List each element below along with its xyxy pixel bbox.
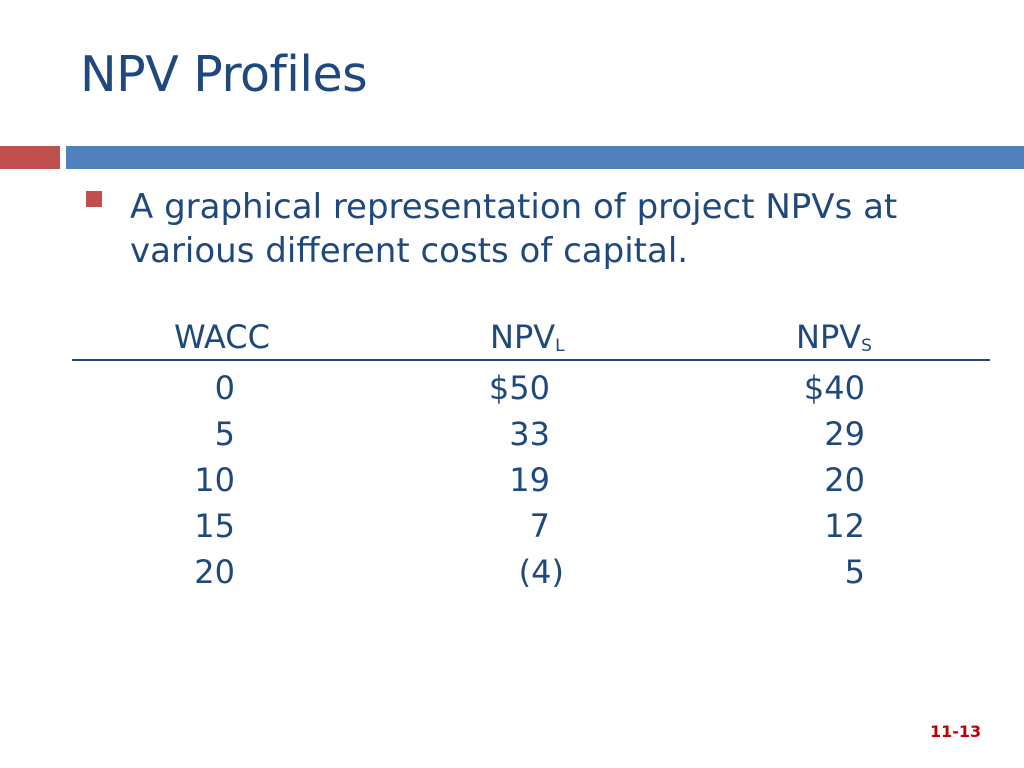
header-npv-l-sub: L	[555, 336, 565, 357]
table-cell-npv-l: 33	[509, 415, 550, 453]
header-npv-s: NPVS	[796, 321, 872, 355]
table-cell-npv-l: (4)	[518, 553, 564, 591]
title-rule-red	[0, 146, 60, 169]
table-cell-npv-s: $40	[803, 369, 865, 407]
slide-title: NPV Profiles	[80, 46, 368, 103]
table-cell-wacc: 5	[214, 415, 235, 453]
table-cell-npv-l: $50	[488, 369, 550, 407]
table-cell-npv-s: 5	[844, 553, 865, 591]
header-wacc: WACC	[174, 318, 270, 356]
bullet-text: A graphical representation of project NP…	[130, 187, 898, 271]
table-cell-wacc: 0	[214, 369, 235, 407]
table-cell-npv-s: 29	[824, 415, 865, 453]
table-cell-npv-s: 12	[824, 507, 865, 545]
table-cell-npv-s: 20	[824, 461, 865, 499]
header-npv-l: NPVL	[490, 321, 565, 355]
header-npv-s-sub: S	[861, 336, 872, 357]
bullet-marker	[86, 191, 102, 207]
slide-number: 11-13	[930, 722, 982, 741]
title-rule-blue	[66, 146, 1024, 169]
header-npv-s-main: NPV	[796, 318, 862, 356]
table-cell-npv-l: 19	[509, 461, 550, 499]
table-cell-wacc: 15	[194, 507, 235, 545]
table-cell-wacc: 20	[194, 553, 235, 591]
table-header-rule	[72, 359, 990, 361]
table-cell-npv-l: 7	[529, 507, 550, 545]
header-npv-l-main: NPV	[490, 318, 556, 356]
table-cell-wacc: 10	[194, 461, 235, 499]
